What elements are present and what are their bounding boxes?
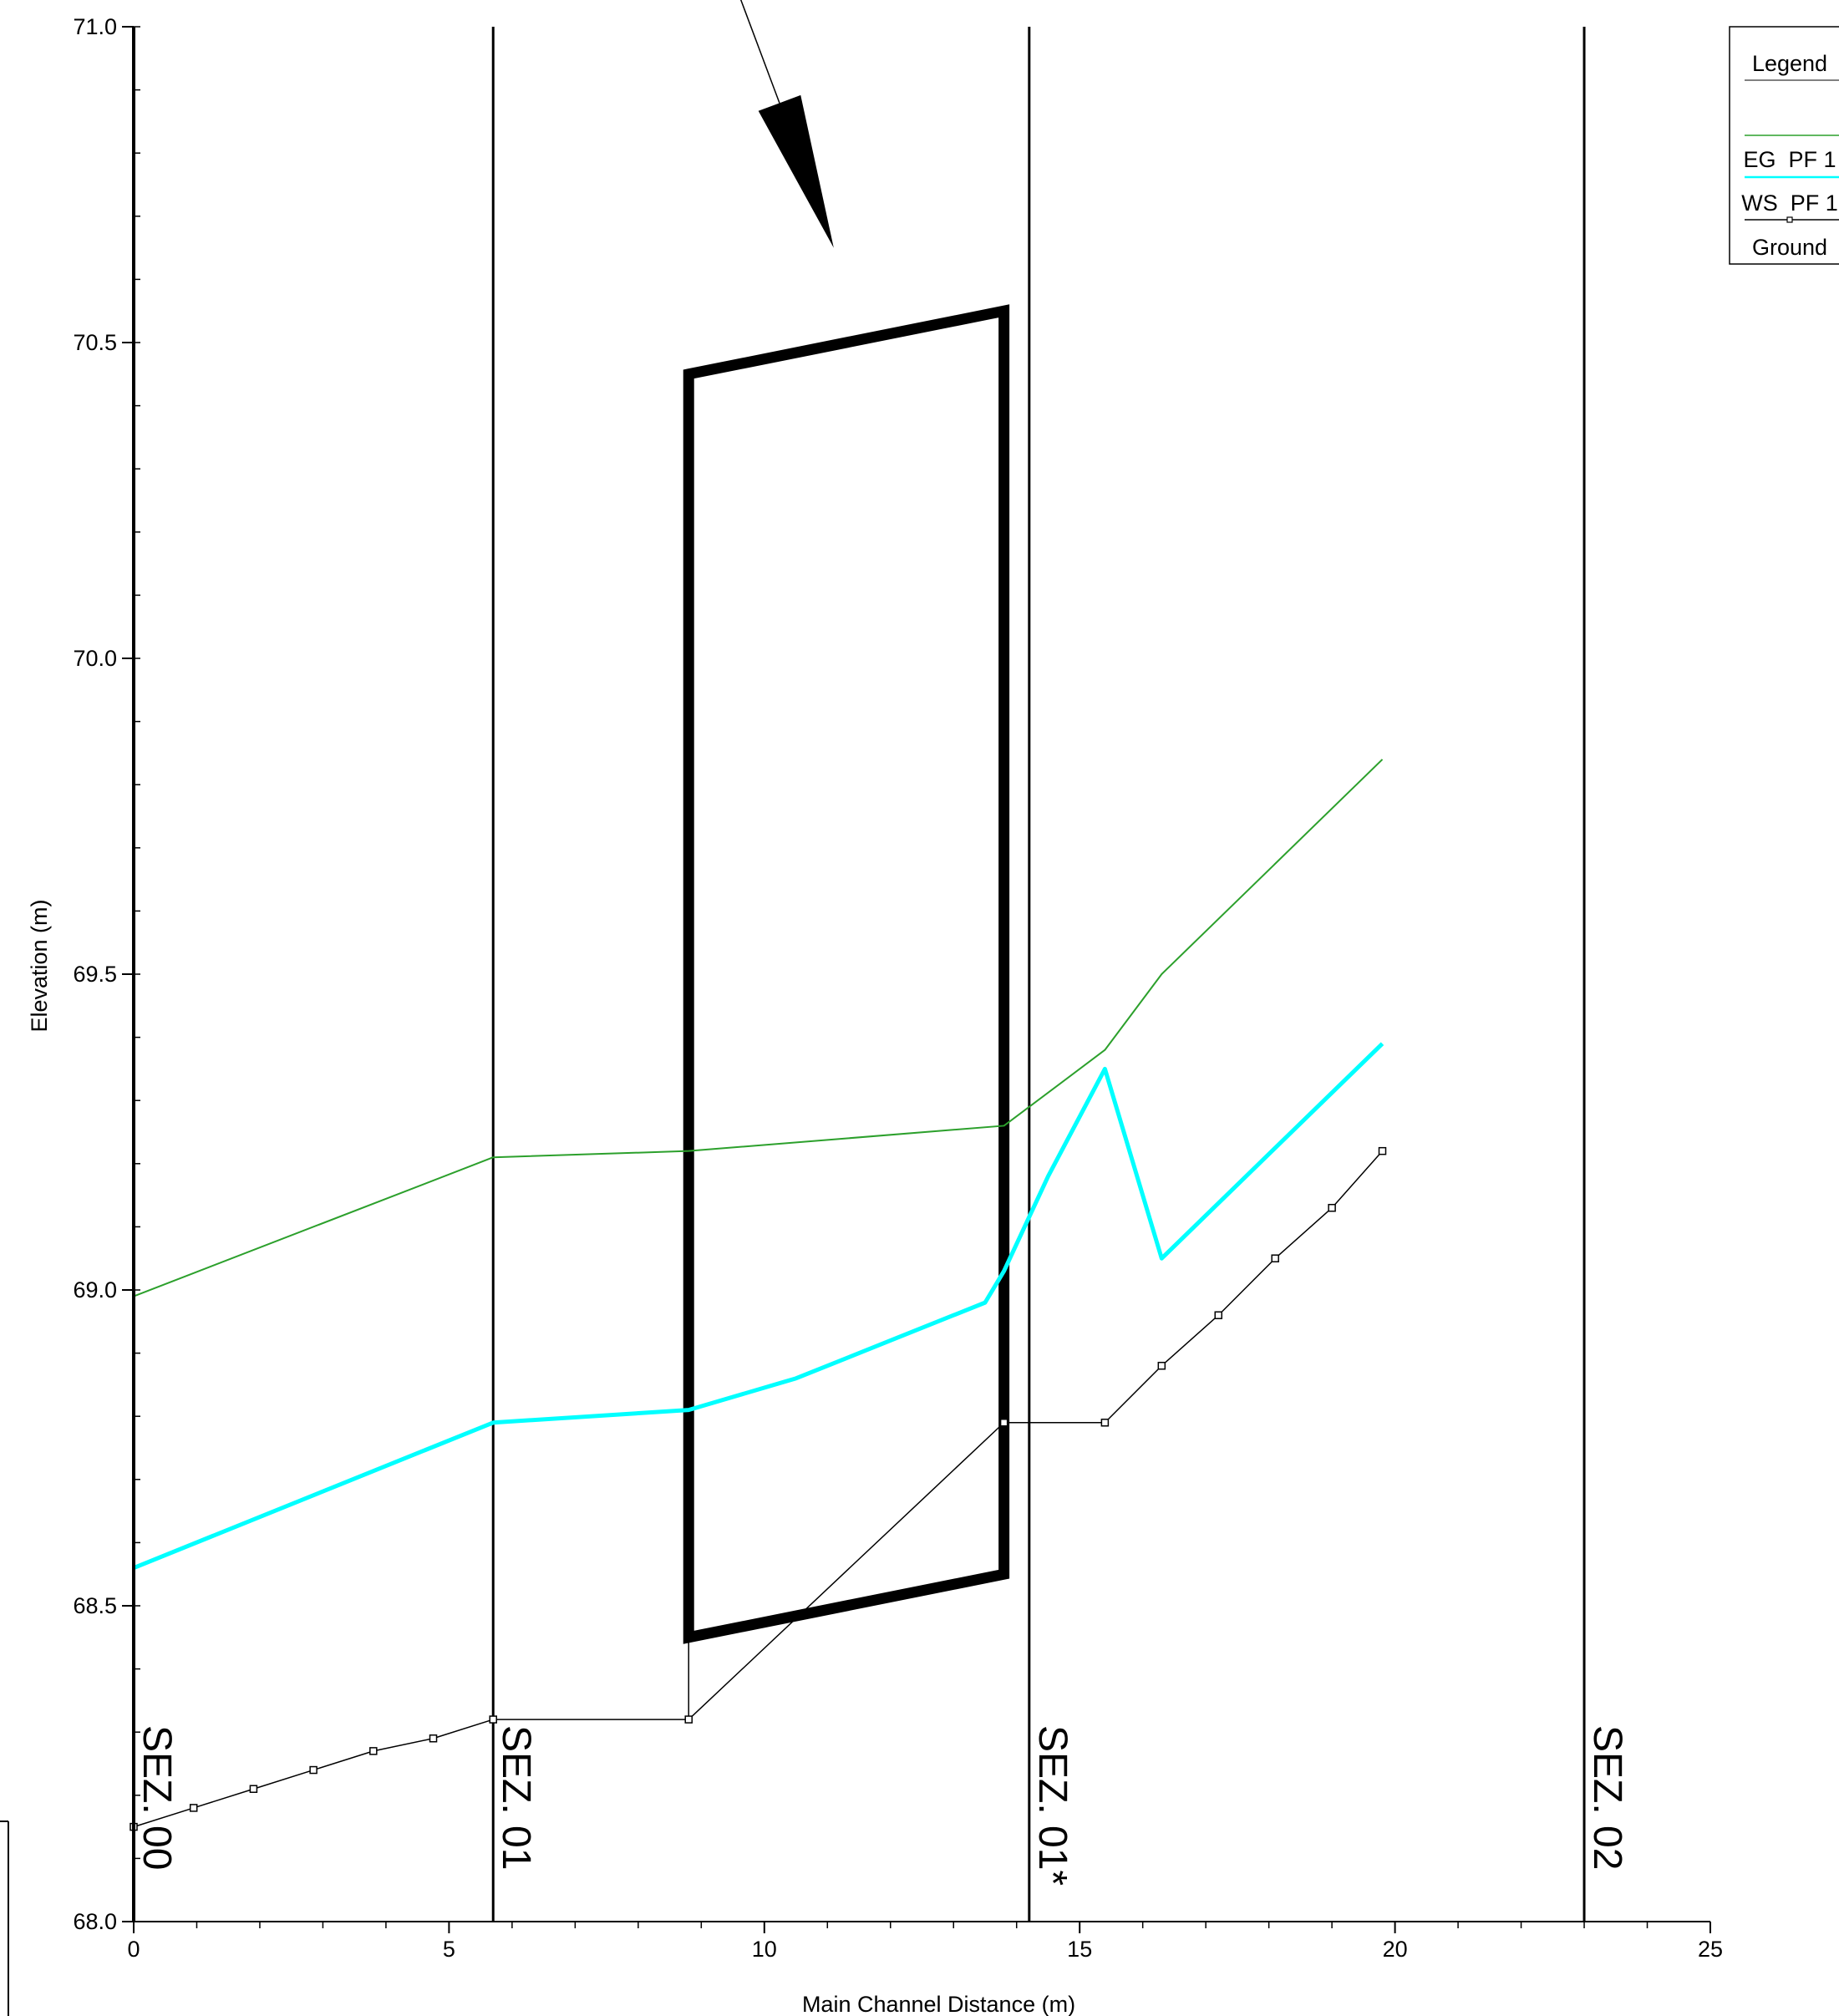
ground-marker	[309, 1765, 318, 1775]
ground-marker	[999, 1419, 1008, 1427]
ground-marker	[1157, 1361, 1166, 1370]
x-tick-label: 15	[1067, 1937, 1092, 1962]
section-label: SEZ. 01*	[1030, 1725, 1074, 1886]
ground-marker	[1100, 1419, 1110, 1427]
x-tick-label: 5	[443, 1937, 455, 1962]
y-tick-label: 71.0	[73, 14, 117, 39]
series-line	[133, 759, 1384, 1297]
section-label: SEZ. 02	[1585, 1725, 1629, 1870]
ground-marker	[1271, 1254, 1279, 1262]
ground-marker	[369, 1747, 378, 1755]
series-line	[133, 1150, 1384, 1828]
legend-label: Ground	[1752, 235, 1827, 260]
ground-marker	[429, 1734, 438, 1743]
ground-marker	[1378, 1146, 1387, 1155]
arrow-head	[758, 94, 834, 248]
ground-marker	[489, 1715, 497, 1724]
annotation-arrow	[739, 0, 834, 248]
structure-polygon	[683, 304, 1010, 1644]
legend-label: EG PF 1	[1743, 147, 1836, 172]
legend-marker	[1786, 216, 1793, 223]
x-tick-label: 0	[127, 1937, 140, 1962]
legend-title: Legend	[1752, 51, 1827, 76]
ground-marker	[249, 1785, 258, 1793]
axes: 0 5 10 15 20 25 68.0 68.5 69.0 69.5 70.0 70.5 71.0 Ma…	[27, 14, 1723, 2016]
plot-frame	[0, 1820, 9, 2016]
ground-marker	[684, 1715, 693, 1724]
y-tick-label: 70.5	[73, 330, 117, 355]
series-lines	[130, 759, 1387, 1831]
y-axis-title: Elevation (m)	[27, 899, 52, 1032]
ground-marker	[189, 1804, 198, 1812]
y-tick-label: 69.0	[73, 1277, 117, 1303]
x-axis-title: Main Channel Distance (m)	[802, 1992, 1075, 2016]
y-tick-label: 68.5	[73, 1593, 117, 1618]
section-lines: SEZ. 00 SEZ. 01 SEZ. 01* SEZ. 02	[132, 27, 1629, 1922]
x-tick-label: 10	[752, 1937, 777, 1962]
legend-label: WS PF 1	[1741, 190, 1838, 216]
section-label: SEZ. 00	[135, 1725, 179, 1870]
x-tick-label: 20	[1383, 1937, 1408, 1962]
legend: Legend EG PF 1 WS PF 1 Ground	[1729, 26, 1839, 265]
ground-marker	[1214, 1311, 1223, 1319]
arrow-shaft	[739, 0, 780, 104]
legend-box	[1729, 26, 1839, 265]
structure-outline	[683, 304, 1010, 1720]
y-tick-label: 70.0	[73, 646, 117, 671]
section-label: SEZ. 01	[494, 1725, 538, 1870]
y-tick-label: 69.5	[73, 962, 117, 987]
ground-marker	[1328, 1203, 1336, 1212]
x-tick-label: 25	[1698, 1937, 1723, 1962]
series-line	[133, 1042, 1384, 1570]
y-tick-label: 68.0	[73, 1909, 117, 1934]
